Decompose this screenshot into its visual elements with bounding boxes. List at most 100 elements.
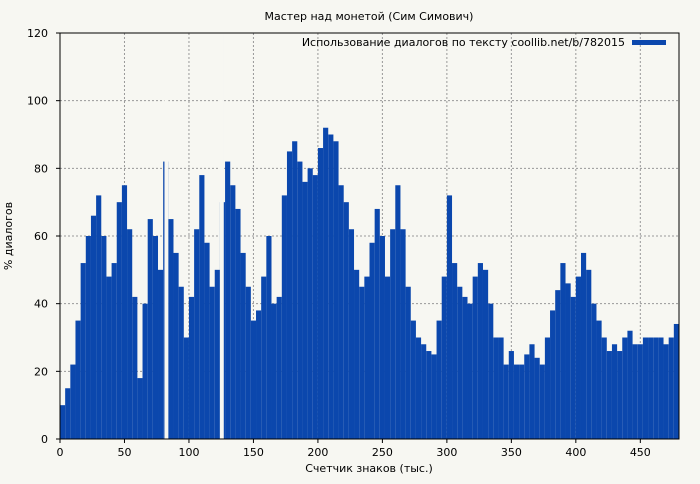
bar xyxy=(384,276,391,439)
y-tick-label: 40 xyxy=(34,298,48,311)
bar xyxy=(431,354,437,439)
bar xyxy=(75,320,81,439)
bar xyxy=(508,351,514,439)
bar xyxy=(209,286,215,439)
bar xyxy=(116,202,122,439)
bar xyxy=(168,219,174,439)
bar xyxy=(271,303,277,439)
bar xyxy=(524,354,530,439)
bar xyxy=(60,405,66,439)
bar xyxy=(627,330,633,439)
bar xyxy=(658,337,664,439)
bar xyxy=(452,263,458,439)
bar xyxy=(364,276,370,439)
bar xyxy=(230,185,236,439)
x-tick-label: 450 xyxy=(630,446,651,459)
bar xyxy=(307,168,313,440)
bar xyxy=(137,378,143,439)
bar xyxy=(142,303,148,439)
bar xyxy=(354,269,360,439)
y-tick-label: 80 xyxy=(34,162,48,175)
bar xyxy=(400,229,406,439)
bar xyxy=(441,276,447,439)
bar xyxy=(550,310,556,439)
bar xyxy=(106,276,112,439)
ticks: 0 20 40 60 80 100 120 0 50 100 150 200 250 300 350 400 4… xyxy=(27,27,651,459)
bar xyxy=(446,195,453,439)
bar xyxy=(261,276,267,439)
bar xyxy=(498,337,504,439)
x-tick-label: 0 xyxy=(57,446,64,459)
bar xyxy=(586,269,592,439)
y-tick-label: 100 xyxy=(27,95,48,108)
bar xyxy=(276,296,282,439)
bar xyxy=(121,185,128,439)
bar xyxy=(673,323,679,439)
bar xyxy=(415,337,422,439)
bar xyxy=(90,215,97,439)
x-tick-label: 100 xyxy=(178,446,199,459)
bar xyxy=(493,337,499,439)
bar xyxy=(188,296,195,439)
bar xyxy=(333,141,339,439)
bar xyxy=(462,296,468,439)
bar xyxy=(565,283,571,439)
bar xyxy=(80,263,86,439)
bar xyxy=(560,263,566,439)
x-tick-label: 150 xyxy=(243,446,264,459)
bar xyxy=(302,181,308,439)
bar xyxy=(390,229,396,439)
bar xyxy=(653,337,659,439)
bar xyxy=(606,351,612,439)
bar xyxy=(225,161,231,440)
bar xyxy=(178,286,184,439)
bar xyxy=(544,337,551,439)
y-tick-label: 60 xyxy=(34,230,48,243)
bar xyxy=(477,263,483,439)
y-axis-title: % диалогов xyxy=(2,202,15,270)
bar xyxy=(250,320,257,439)
bar xyxy=(591,303,597,439)
bar xyxy=(194,229,200,439)
bar xyxy=(472,276,478,439)
bar xyxy=(204,242,210,439)
legend: Использование диалогов по тексту coollib… xyxy=(302,36,666,49)
bar xyxy=(328,134,334,439)
bar xyxy=(570,296,576,439)
bar xyxy=(663,344,669,439)
bar xyxy=(519,364,525,439)
bar xyxy=(467,303,473,439)
bar xyxy=(534,357,540,439)
bar xyxy=(539,364,545,439)
bar xyxy=(292,141,298,439)
bar xyxy=(513,364,520,439)
bar xyxy=(611,344,618,439)
y-tick-label: 20 xyxy=(34,365,48,378)
bar xyxy=(359,286,365,439)
bar xyxy=(374,208,380,439)
bar xyxy=(101,236,107,439)
bar xyxy=(317,148,324,440)
zero-gap xyxy=(219,34,224,439)
chart-title: Мастер над монетой (Сим Симович) xyxy=(265,10,474,23)
bar xyxy=(457,286,463,439)
bar xyxy=(488,303,494,439)
x-tick-label: 200 xyxy=(307,446,328,459)
bar xyxy=(312,175,318,439)
legend-swatch xyxy=(632,40,666,45)
bar xyxy=(96,195,102,439)
bar xyxy=(297,161,303,440)
bar xyxy=(147,219,153,439)
bar xyxy=(410,320,416,439)
bar xyxy=(111,263,117,439)
bar xyxy=(555,290,561,439)
bar xyxy=(482,269,489,439)
bar xyxy=(240,252,246,439)
bar xyxy=(199,175,205,439)
zero-gap xyxy=(164,34,169,439)
bar xyxy=(426,351,432,439)
bar xyxy=(529,344,535,439)
bar xyxy=(369,242,375,439)
bar xyxy=(338,185,344,439)
